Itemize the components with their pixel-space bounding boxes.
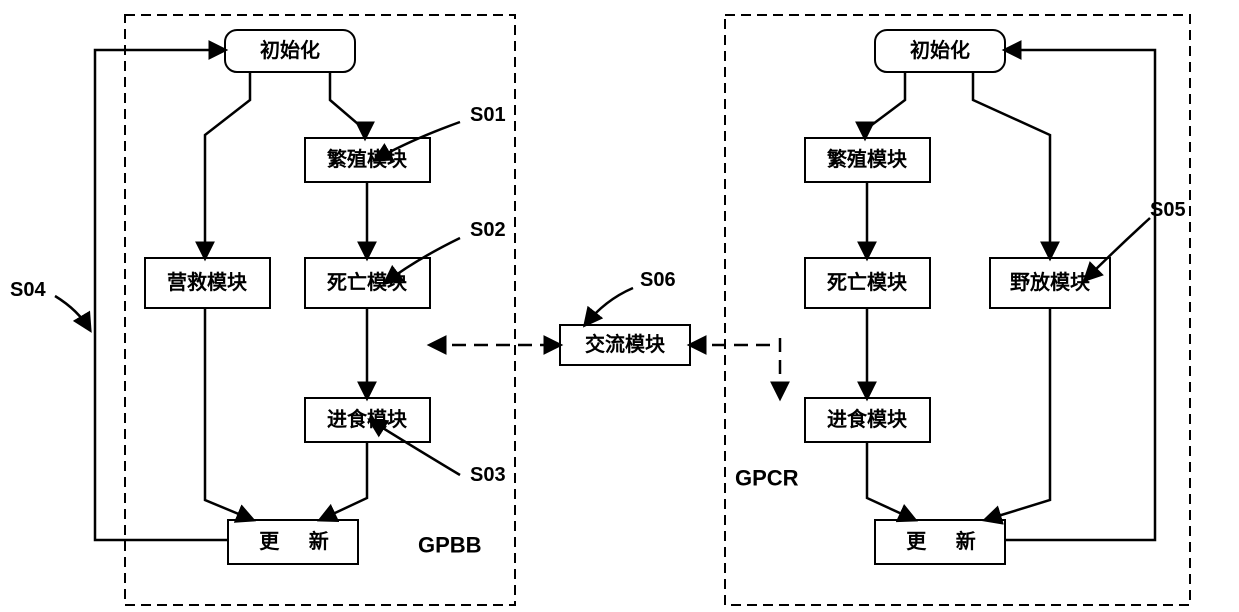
- callout-s04-label: S04: [10, 279, 46, 301]
- node-left-rescue-label: 营救模块: [167, 270, 248, 294]
- panel-left-container: [125, 15, 515, 605]
- node-exchange-label: 交流模块: [585, 332, 666, 356]
- callout-s05-line: [1085, 218, 1150, 280]
- callout-s01-label: S01: [470, 104, 506, 126]
- panel-left-label: GPBB: [418, 533, 482, 558]
- callout-s03-label: S03: [470, 464, 506, 486]
- edge-l-init-rescue: [205, 72, 250, 258]
- edge-r-init-breed: [865, 72, 905, 138]
- callout-s06-label: S06: [640, 269, 676, 291]
- panel-right-container: [725, 15, 1190, 605]
- edge-l-feed-update: [320, 442, 367, 520]
- flowchart-diagram: 初始化 繁殖模块 营救模块 死亡模块 进食模块 更 新 GPBB 初始化 繁殖模…: [0, 0, 1239, 612]
- node-left-breed-label: 繁殖模块: [327, 147, 408, 171]
- callout-s02-label: S02: [470, 219, 506, 241]
- node-right-breed-label: 繁殖模块: [827, 147, 908, 171]
- node-right-init-label: 初始化: [910, 38, 970, 62]
- edge-r-feed-update: [867, 442, 915, 520]
- edge-l-rescue-update: [205, 308, 253, 520]
- callout-s05-label: S05: [1150, 199, 1186, 221]
- node-left-update-label: 更 新: [259, 529, 341, 553]
- node-left-feed-label: 进食模块: [327, 407, 408, 431]
- node-right-release-label: 野放模块: [1010, 270, 1091, 294]
- callout-s04-line: [55, 296, 90, 330]
- node-left-init-label: 初始化: [260, 38, 320, 62]
- edge-r-init-release: [973, 72, 1050, 258]
- callout-s06-line: [585, 288, 633, 325]
- panel-right-label: GPCR: [735, 466, 799, 491]
- edge-r-release-update: [985, 308, 1050, 520]
- node-right-feed-label: 进食模块: [827, 407, 908, 431]
- edge-l-init-breed: [330, 72, 365, 138]
- node-right-death-label: 死亡模块: [827, 270, 908, 294]
- node-right-update-label: 更 新: [906, 529, 988, 553]
